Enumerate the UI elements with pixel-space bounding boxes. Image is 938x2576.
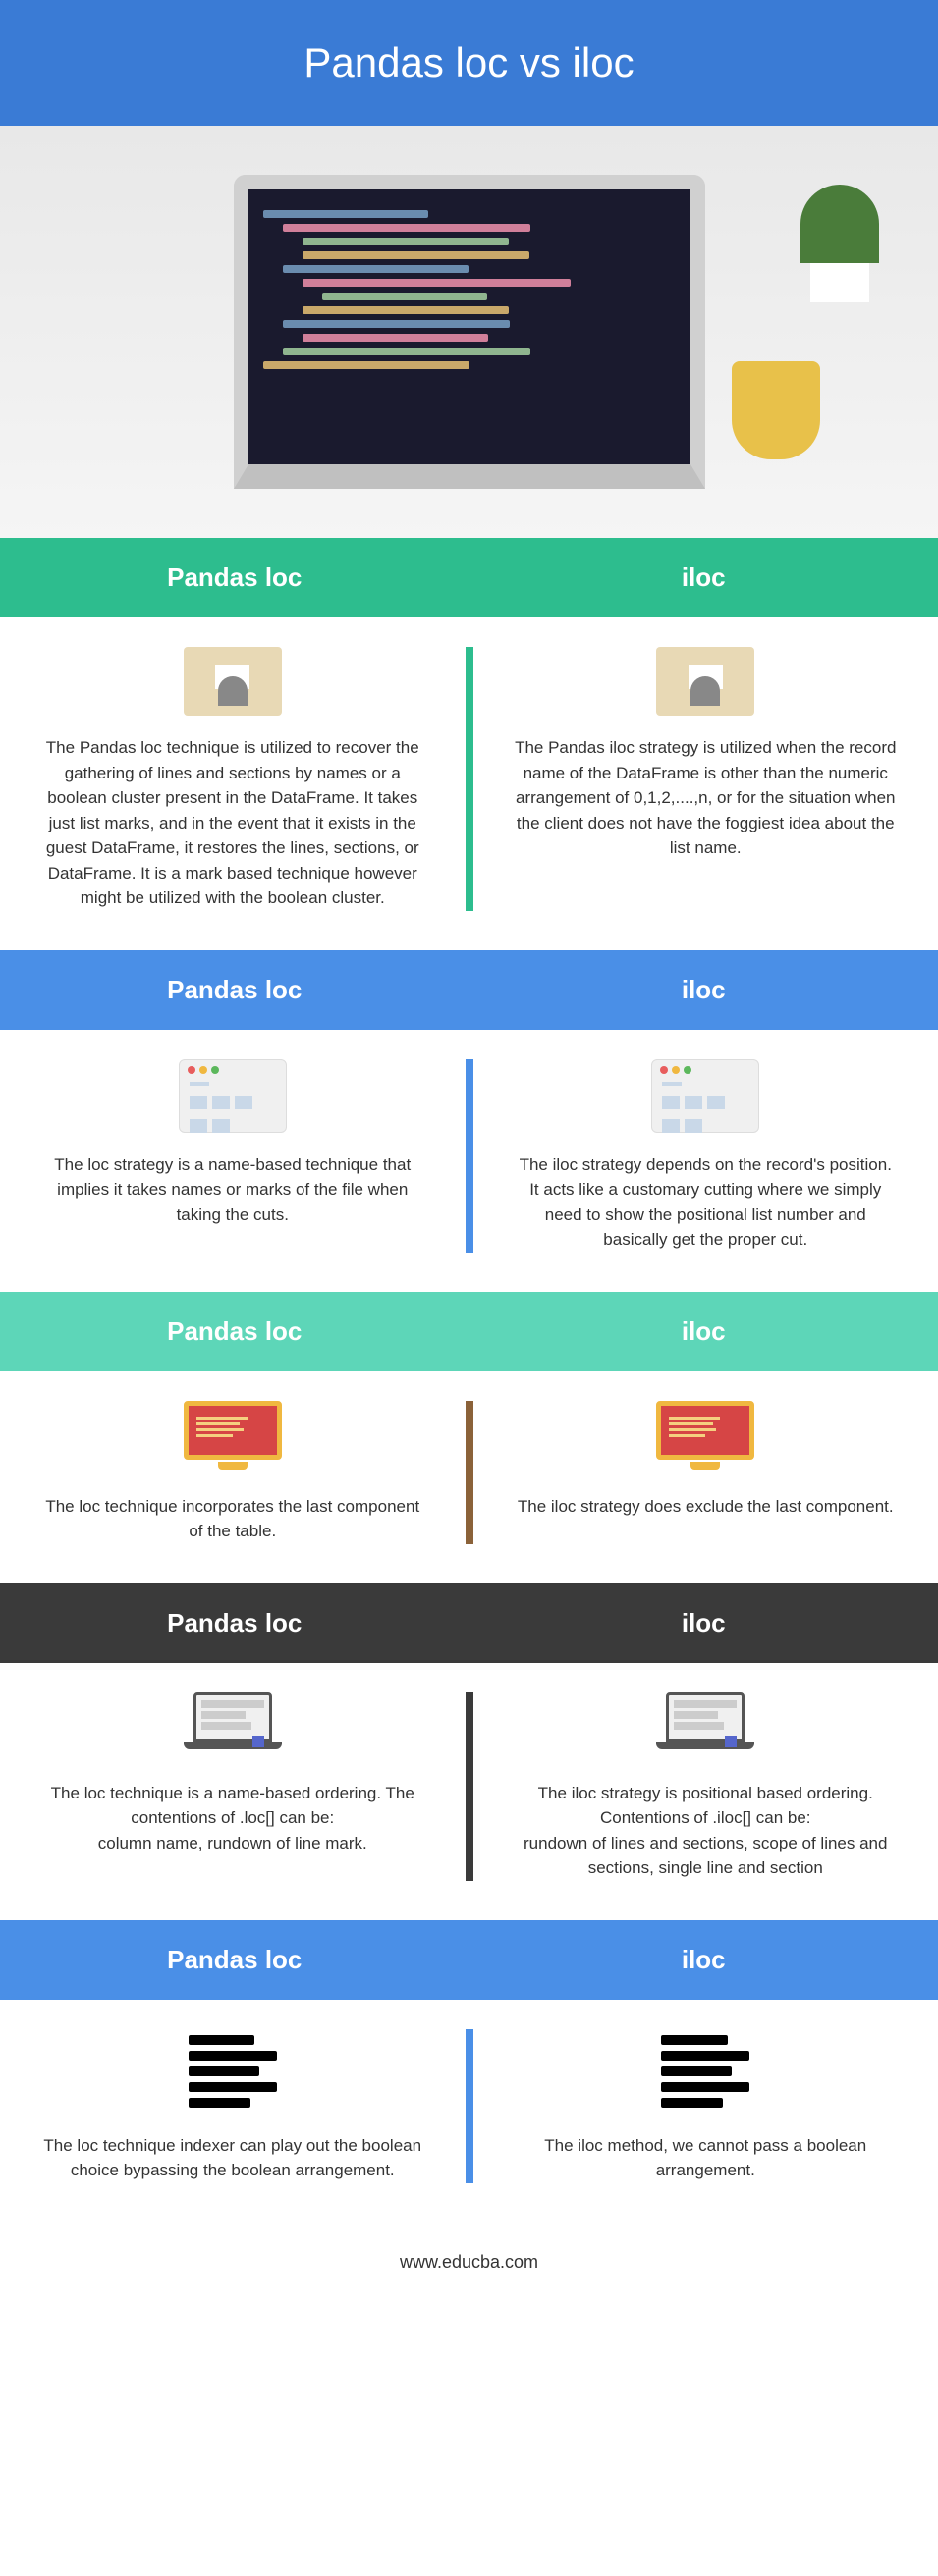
section-content: The loc technique indexer can play out t… xyxy=(0,2000,938,2223)
left-column-label: Pandas loc xyxy=(0,1920,469,2000)
section-content: The loc technique is a name-based orderi… xyxy=(0,1663,938,1920)
laptop-icon xyxy=(656,1692,754,1761)
mug-decoration xyxy=(732,361,820,459)
left-description: The loc technique incorporates the last … xyxy=(39,1494,426,1544)
right-column: The iloc strategy does exclude the last … xyxy=(473,1401,938,1544)
left-column: The Pandas loc technique is utilized to … xyxy=(0,647,466,911)
left-description: The loc technique indexer can play out t… xyxy=(39,2133,426,2183)
page-header: Pandas loc vs iloc xyxy=(0,0,938,126)
right-description: The iloc strategy does exclude the last … xyxy=(513,1494,900,1520)
left-column: The loc technique is a name-based orderi… xyxy=(0,1692,466,1881)
page-title: Pandas loc vs iloc xyxy=(20,39,918,86)
monitor-icon xyxy=(184,1401,282,1475)
left-column: The loc technique incorporates the last … xyxy=(0,1401,466,1544)
footer-url: www.educba.com xyxy=(0,2223,938,2302)
text-lines-icon xyxy=(189,2029,277,2114)
section-content: The Pandas loc technique is utilized to … xyxy=(0,617,938,950)
app-window-icon xyxy=(651,1059,759,1133)
section-content: The loc technique incorporates the last … xyxy=(0,1371,938,1583)
right-column-label: iloc xyxy=(469,1583,938,1663)
laptop-icon xyxy=(184,1692,282,1761)
right-column-label: iloc xyxy=(469,950,938,1030)
right-column-label: iloc xyxy=(469,1292,938,1371)
right-description: The iloc strategy depends on the record'… xyxy=(513,1153,900,1253)
section-header: Pandas lociloc xyxy=(0,950,938,1030)
column-divider xyxy=(466,2029,473,2183)
monitor-icon xyxy=(656,1401,754,1475)
right-column: The iloc strategy depends on the record'… xyxy=(473,1059,938,1253)
right-column: The Pandas iloc strategy is utilized whe… xyxy=(473,647,938,911)
column-divider xyxy=(466,1692,473,1881)
right-description: The iloc method, we cannot pass a boolea… xyxy=(513,2133,900,2183)
left-description: The loc technique is a name-based orderi… xyxy=(39,1781,426,1856)
left-column: The loc strategy is a name-based techniq… xyxy=(0,1059,466,1253)
right-column-label: iloc xyxy=(469,1920,938,2000)
section-header: Pandas lociloc xyxy=(0,1292,938,1371)
section-header: Pandas lociloc xyxy=(0,1920,938,2000)
plant-decoration xyxy=(800,185,879,302)
right-column: The iloc method, we cannot pass a boolea… xyxy=(473,2029,938,2183)
left-description: The Pandas loc technique is utilized to … xyxy=(39,735,426,911)
right-description: The iloc strategy is positional based or… xyxy=(513,1781,900,1881)
comparison-sections: Pandas locilocThe Pandas loc technique i… xyxy=(0,538,938,2223)
laptop-illustration xyxy=(234,175,705,489)
left-column-label: Pandas loc xyxy=(0,950,469,1030)
section-header: Pandas lociloc xyxy=(0,538,938,617)
column-divider xyxy=(466,1401,473,1544)
left-column-label: Pandas loc xyxy=(0,1583,469,1663)
right-column: The iloc strategy is positional based or… xyxy=(473,1692,938,1881)
column-divider xyxy=(466,647,473,911)
section-content: The loc strategy is a name-based techniq… xyxy=(0,1030,938,1292)
left-column-label: Pandas loc xyxy=(0,1292,469,1371)
right-column-label: iloc xyxy=(469,538,938,617)
app-window-icon xyxy=(179,1059,287,1133)
text-lines-icon xyxy=(661,2029,749,2114)
desk-icon xyxy=(656,647,754,716)
left-description: The loc strategy is a name-based techniq… xyxy=(39,1153,426,1228)
column-divider xyxy=(466,1059,473,1253)
right-description: The Pandas iloc strategy is utilized whe… xyxy=(513,735,900,861)
hero-image xyxy=(0,126,938,538)
desk-icon xyxy=(184,647,282,716)
left-column: The loc technique indexer can play out t… xyxy=(0,2029,466,2183)
section-header: Pandas lociloc xyxy=(0,1583,938,1663)
left-column-label: Pandas loc xyxy=(0,538,469,617)
